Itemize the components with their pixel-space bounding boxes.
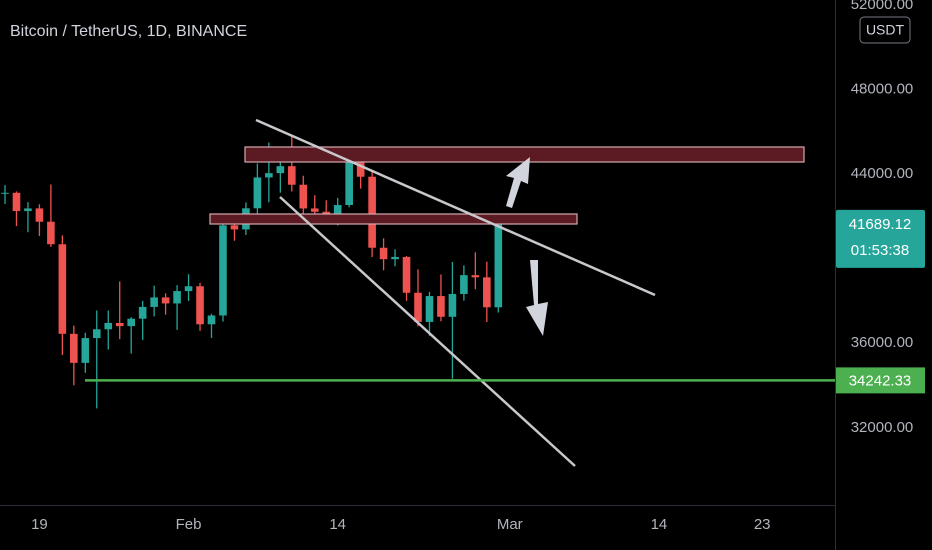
candle-body xyxy=(47,221,55,245)
x-tick-label: 14 xyxy=(651,516,668,533)
candle-body xyxy=(253,177,262,209)
candle-body xyxy=(35,208,44,222)
x-tick-label: Feb xyxy=(176,516,202,533)
resistance-zone xyxy=(209,213,578,225)
candle-body xyxy=(379,247,388,260)
candle-body xyxy=(58,244,67,334)
candle-body xyxy=(207,315,216,325)
candle-body xyxy=(333,205,342,216)
candle-body xyxy=(70,333,78,363)
candle-body xyxy=(115,322,124,327)
trendline xyxy=(279,196,576,467)
y-tick-label: 52000.00 xyxy=(851,0,914,13)
candle-body xyxy=(265,173,273,178)
last-price-label: 41689.12 xyxy=(849,216,912,233)
candles xyxy=(1,135,503,409)
resistance-zone xyxy=(244,146,805,163)
x-tick-label: 19 xyxy=(31,516,48,533)
candle-body xyxy=(391,256,399,260)
currency-badge[interactable] xyxy=(859,16,911,44)
candle-body xyxy=(276,166,285,174)
overlay: 34242.33 41689.12 01:53:38 xyxy=(85,209,925,394)
candle-body xyxy=(494,222,503,308)
candle-body xyxy=(368,176,376,248)
candle-body xyxy=(460,275,468,295)
candle-body xyxy=(230,225,239,230)
support-price-box xyxy=(836,367,925,394)
last-price-box xyxy=(836,209,925,268)
candle-body xyxy=(12,192,21,212)
candle-body xyxy=(127,318,135,327)
candle-body xyxy=(161,297,170,304)
candle-body xyxy=(184,286,193,292)
support-price-label: 34242.33 xyxy=(849,372,912,389)
countdown-label: 01:53:38 xyxy=(851,242,909,259)
candle-body xyxy=(150,297,158,307)
y-tick-label: 32000.00 xyxy=(851,419,914,436)
candle-body xyxy=(483,277,491,308)
candle-body xyxy=(310,208,319,212)
trendline xyxy=(255,118,656,297)
candle-body xyxy=(299,184,308,209)
candle-body xyxy=(92,329,101,339)
x-tick-label: Mar xyxy=(497,516,523,533)
x-tick-label: 23 xyxy=(754,516,771,533)
candle-body xyxy=(173,291,181,304)
y-tick-label: 48000.00 xyxy=(851,80,914,97)
y-tick-label: 44000.00 xyxy=(851,165,914,182)
candle-body xyxy=(425,296,434,322)
candle-body xyxy=(414,292,422,322)
candle-body xyxy=(471,275,480,278)
candle-body xyxy=(437,296,445,317)
candle-body xyxy=(138,306,147,319)
x-tick-label: 14 xyxy=(329,516,346,533)
candle-body xyxy=(24,208,32,212)
candle-body xyxy=(81,338,90,363)
arrow-up xyxy=(506,157,530,208)
candle-body xyxy=(288,166,296,185)
arrow-down xyxy=(526,260,548,336)
candle-body xyxy=(196,286,204,325)
candle-body xyxy=(356,162,365,177)
currency-label: USDT xyxy=(866,22,905,38)
candle-body xyxy=(1,192,9,194)
candle-body xyxy=(402,256,411,293)
chart-title: Bitcoin / TetherUS, 1D, BINANCE xyxy=(10,23,247,40)
candle-body xyxy=(448,294,457,317)
candle-body xyxy=(104,322,113,330)
candle-body xyxy=(219,225,227,316)
candle-body xyxy=(345,162,353,206)
y-tick-label: 36000.00 xyxy=(851,334,914,351)
